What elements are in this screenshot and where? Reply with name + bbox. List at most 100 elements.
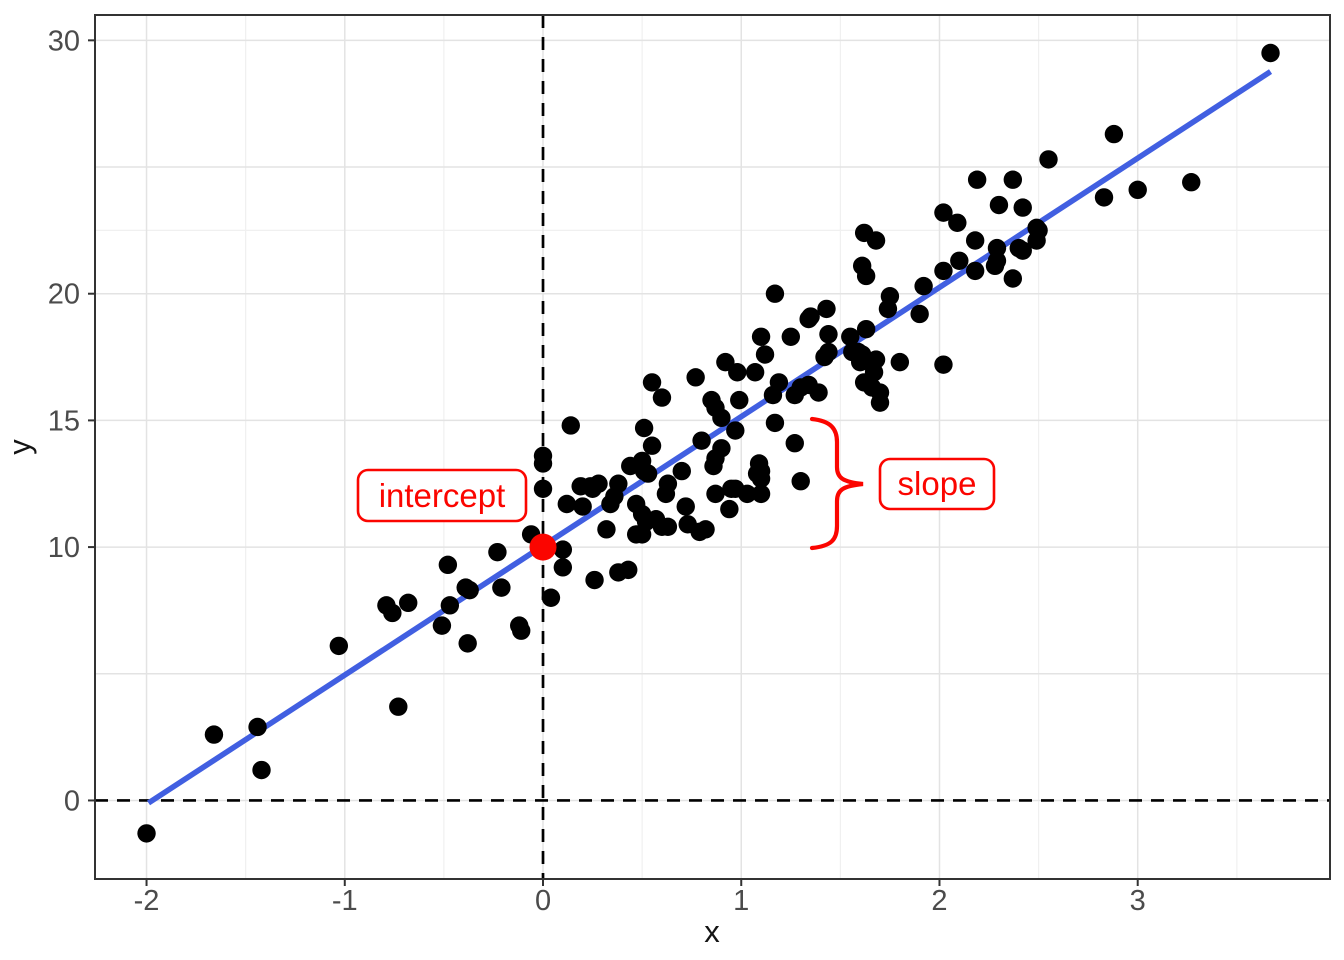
intercept-label-box bbox=[356, 468, 528, 523]
data-point bbox=[720, 499, 739, 519]
data-point bbox=[1003, 269, 1023, 288]
intercept-label: intercept bbox=[379, 477, 506, 514]
data-point bbox=[967, 170, 987, 189]
data-point bbox=[965, 231, 985, 250]
y-axis-title: y bbox=[2, 439, 37, 455]
data-point bbox=[890, 352, 910, 372]
x-axis-title: x bbox=[704, 914, 720, 949]
data-point bbox=[987, 251, 1007, 270]
data-point bbox=[934, 261, 953, 281]
x-tick-label: 2 bbox=[931, 885, 947, 917]
panel-border bbox=[94, 14, 1331, 880]
gridlines-major bbox=[95, 15, 1330, 879]
data-point bbox=[1128, 180, 1147, 200]
slope-annotation: slope bbox=[878, 457, 996, 511]
x-tick-label: 0 bbox=[535, 885, 551, 917]
data-point bbox=[632, 525, 652, 544]
data-point bbox=[460, 580, 479, 600]
data-point bbox=[533, 454, 553, 473]
data-point bbox=[730, 390, 749, 410]
data-point bbox=[819, 342, 838, 362]
data-point bbox=[751, 469, 771, 488]
data-point bbox=[745, 363, 765, 382]
x-axis-tick-labels: -2 -1 0 1 2 3 bbox=[134, 885, 1146, 917]
data-point bbox=[634, 418, 654, 438]
scatter-points bbox=[137, 43, 1280, 843]
x-tick-label: -2 bbox=[134, 885, 160, 917]
data-point bbox=[791, 472, 810, 491]
data-point bbox=[841, 327, 860, 346]
data-point bbox=[438, 555, 458, 575]
gridlines-minor bbox=[95, 15, 1330, 879]
data-point bbox=[252, 760, 271, 780]
data-point bbox=[137, 824, 156, 843]
data-point bbox=[726, 421, 745, 440]
data-point bbox=[561, 416, 580, 435]
data-point bbox=[878, 299, 898, 319]
data-point bbox=[817, 299, 836, 319]
data-point bbox=[866, 231, 886, 250]
y-axis-tick-labels: 0 10 15 20 30 bbox=[48, 25, 80, 817]
data-point bbox=[686, 368, 705, 387]
data-point bbox=[914, 276, 933, 296]
data-point bbox=[712, 408, 731, 428]
data-point bbox=[492, 578, 511, 597]
data-point bbox=[676, 497, 695, 516]
data-point bbox=[809, 383, 828, 402]
data-point bbox=[965, 261, 985, 281]
data-point bbox=[1013, 241, 1032, 260]
slope-label-box bbox=[878, 457, 996, 511]
y-tick-label: 20 bbox=[48, 279, 80, 311]
data-point bbox=[690, 522, 709, 542]
data-point bbox=[557, 494, 576, 514]
data-point bbox=[432, 616, 452, 635]
data-point bbox=[765, 413, 785, 433]
data-point bbox=[597, 520, 616, 539]
axis-ticks bbox=[88, 39, 1139, 886]
data-point bbox=[856, 266, 876, 286]
data-point bbox=[1182, 173, 1201, 192]
data-point bbox=[1104, 124, 1124, 144]
data-point bbox=[581, 477, 600, 496]
data-point bbox=[642, 436, 662, 455]
data-point bbox=[573, 497, 592, 516]
slope-brace-path bbox=[809, 416, 864, 551]
data-point bbox=[934, 203, 953, 222]
data-point bbox=[987, 238, 1007, 258]
data-point bbox=[934, 355, 953, 374]
data-point bbox=[989, 195, 1009, 215]
data-point bbox=[751, 484, 771, 504]
x-tick-label: -1 bbox=[332, 885, 358, 917]
data-point bbox=[248, 717, 267, 737]
data-point bbox=[950, 251, 969, 270]
data-point bbox=[329, 636, 349, 656]
data-point bbox=[819, 325, 838, 344]
data-point bbox=[751, 327, 771, 346]
intercept-point bbox=[529, 533, 557, 561]
intercept-point-group bbox=[529, 533, 557, 561]
data-point bbox=[856, 319, 876, 339]
data-point bbox=[755, 345, 775, 364]
data-point bbox=[383, 603, 402, 623]
data-point bbox=[1027, 231, 1046, 250]
data-point bbox=[656, 484, 676, 504]
slope-label: slope bbox=[898, 465, 977, 502]
data-point bbox=[585, 570, 604, 590]
data-point bbox=[1013, 198, 1032, 217]
data-point bbox=[642, 373, 662, 392]
x-tick-label: 1 bbox=[733, 885, 749, 917]
data-point bbox=[1261, 43, 1280, 63]
data-point bbox=[704, 456, 723, 476]
data-point bbox=[948, 213, 967, 232]
y-tick-label: 30 bbox=[48, 25, 80, 57]
x-tick-label: 3 bbox=[1130, 885, 1146, 917]
data-point bbox=[638, 464, 658, 483]
data-point bbox=[728, 363, 747, 382]
data-point bbox=[1003, 170, 1023, 189]
data-point bbox=[533, 479, 553, 499]
data-point bbox=[672, 461, 691, 481]
data-point bbox=[658, 517, 678, 537]
data-point bbox=[737, 484, 757, 504]
data-point bbox=[763, 385, 783, 405]
